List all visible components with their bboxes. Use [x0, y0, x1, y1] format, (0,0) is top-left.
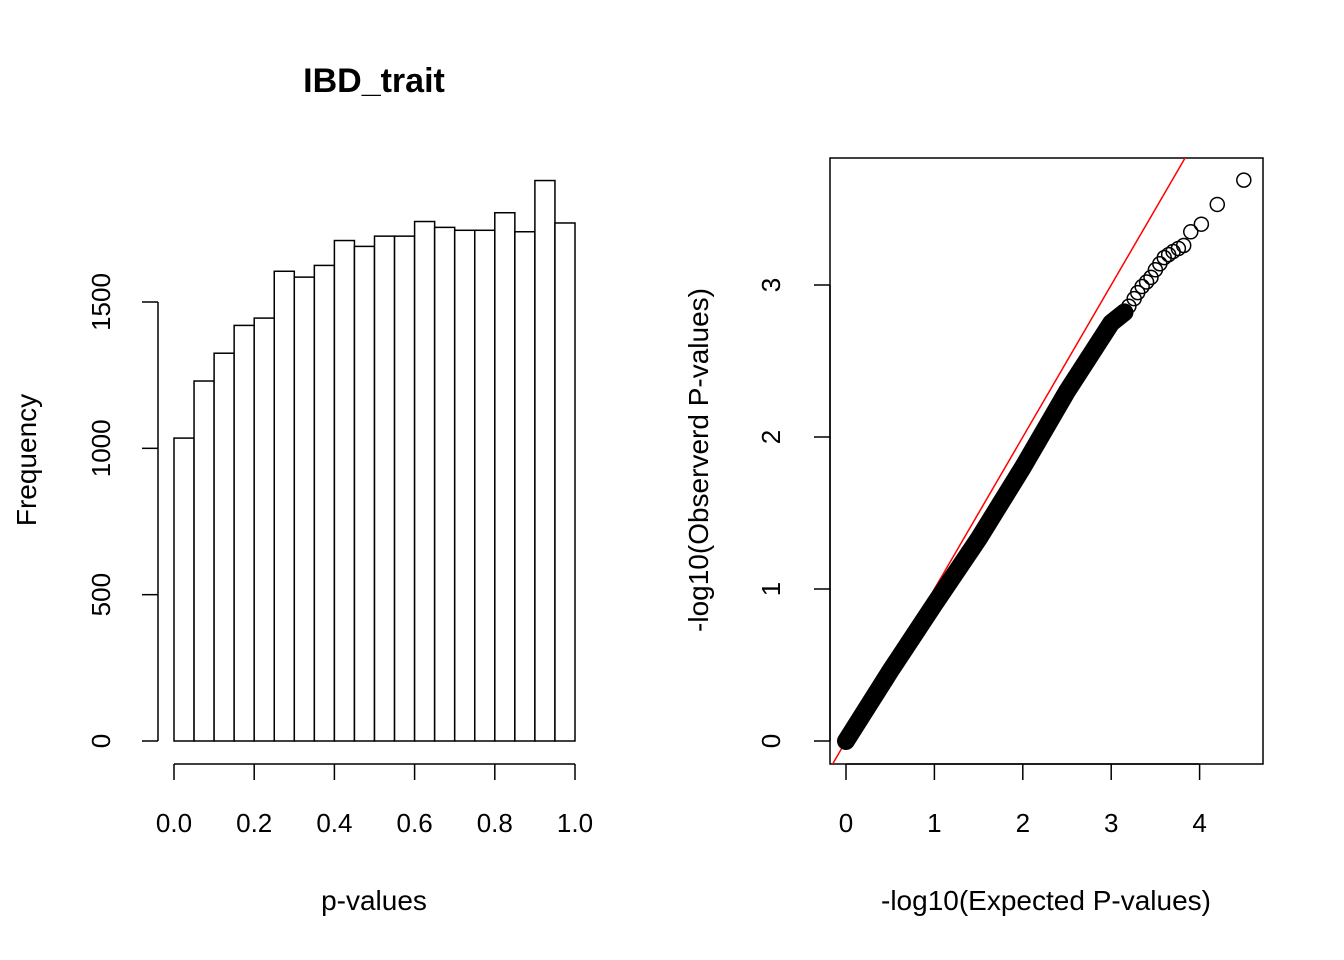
histogram-x-tick-label: 1.0 — [557, 808, 593, 838]
qq-x-tick-label: 0 — [839, 808, 853, 838]
histogram-bar — [173, 437, 195, 742]
histogram-title: IBD_trait — [303, 62, 445, 100]
histogram-y-tick-label: 1000 — [86, 419, 116, 477]
histogram-y-tick-label: 1500 — [86, 273, 116, 331]
qq-point — [1209, 196, 1226, 213]
qq-point — [1160, 246, 1177, 263]
histogram-panel: IBD_trait p-values Frequency 0.0 0.2 0.4 0.… — [11, 62, 593, 916]
histogram-y-axis-label: Frequency — [11, 394, 42, 526]
histogram-bar — [554, 222, 576, 742]
histogram-bar — [534, 179, 556, 742]
histogram-bar — [393, 235, 416, 742]
qq-y-axis-label: -log10(Observerd P-values) — [683, 288, 714, 632]
qq-plot-panel: -log10(Expected P-values) -log10(Observe… — [683, 157, 1264, 916]
histogram-y-tick-label: 0 — [86, 734, 116, 748]
histogram-bar — [413, 220, 436, 742]
qq-dense-points-core — [840, 306, 1131, 747]
histogram-bars — [173, 179, 576, 742]
histogram-x-tick-label: 0.8 — [477, 808, 513, 838]
qq-x-tick-label: 3 — [1104, 808, 1118, 838]
histogram-x-axis-label: p-values — [321, 885, 427, 916]
histogram-bar — [333, 239, 356, 742]
qq-x-axis-label: -log10(Expected P-values) — [881, 885, 1211, 916]
qq-point — [1183, 224, 1199, 240]
histogram-bar — [253, 317, 275, 742]
histogram-x-axis: 0.0 0.2 0.4 0.6 0.8 1.0 — [156, 763, 593, 838]
histogram-bar — [474, 229, 496, 742]
qq-x-tick-label: 1 — [927, 808, 941, 838]
histogram-bar — [353, 245, 376, 742]
histogram-bar — [514, 231, 536, 742]
histogram-x-tick-label: 0.0 — [156, 808, 192, 838]
qq-point — [1138, 274, 1155, 290]
qq-point — [1175, 237, 1192, 254]
qq-y-tick-label: 0 — [756, 734, 786, 748]
histogram-bar — [494, 211, 516, 742]
qq-y-tick-label: 2 — [756, 430, 786, 444]
qq-y-axis: 0 1 2 3 — [756, 278, 831, 748]
histogram-y-axis: 0 500 1000 1500 — [86, 273, 159, 748]
histogram-bar — [433, 226, 456, 742]
histogram-bar — [313, 264, 336, 742]
histogram-bar — [453, 229, 476, 742]
histogram-bar — [213, 352, 235, 742]
qq-x-axis: 0 1 2 3 4 — [839, 763, 1207, 838]
qq-y-tick-label: 1 — [756, 582, 786, 596]
qq-point — [1143, 269, 1159, 286]
histogram-bar — [293, 276, 316, 742]
qq-point — [1121, 298, 1137, 315]
qq-x-tick-label: 4 — [1192, 808, 1206, 838]
qq-point — [1170, 240, 1187, 257]
qq-point — [1236, 172, 1252, 188]
histogram-bar — [233, 324, 255, 742]
qq-point — [1134, 278, 1150, 295]
histogram-x-tick-label: 0.4 — [316, 808, 352, 838]
histogram-x-tick-label: 0.6 — [397, 808, 433, 838]
qq-y-tick-label: 3 — [756, 278, 786, 292]
qq-point — [1193, 216, 1210, 232]
histogram-bar — [373, 235, 396, 742]
qq-x-tick-label: 2 — [1016, 808, 1030, 838]
qq-plot-area — [831, 158, 1252, 764]
histogram-x-tick-label: 0.2 — [236, 808, 272, 838]
histogram-bar — [273, 270, 296, 742]
histogram-y-tick-label: 500 — [86, 573, 116, 616]
histogram-bar — [193, 380, 215, 742]
